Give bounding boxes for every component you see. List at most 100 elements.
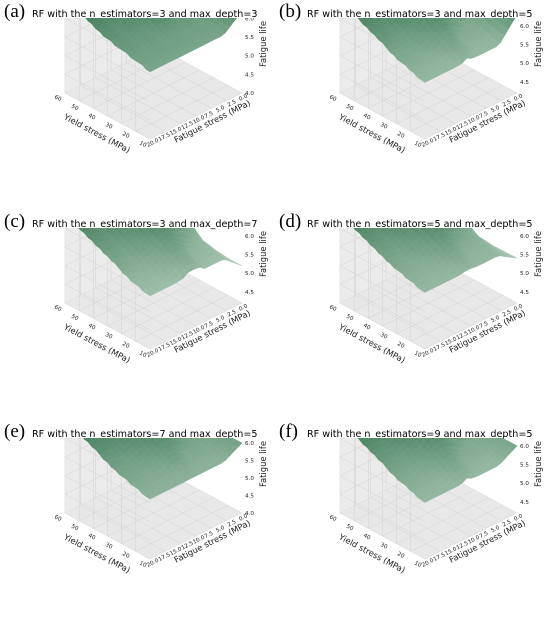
x-tick-label: 5.0	[490, 525, 501, 535]
surface	[357, 18, 516, 83]
x-tick-label: 17.5	[158, 132, 172, 143]
z-tick-label: 5.0	[520, 271, 529, 277]
z-tick-label: 4.5	[245, 290, 254, 296]
surface-plot: 20.017.515.012.510.07.55.02.50.060504030…	[53, 18, 268, 155]
surface-plot: 20.017.515.012.510.07.55.02.50.060504030…	[328, 18, 543, 155]
surface-plot: 20.017.515.012.510.07.55.02.50.060504030…	[53, 228, 268, 365]
z-tick-label: 5.5	[520, 42, 529, 48]
surface-cell	[78, 228, 83, 231]
z-tick-label: 5.5	[245, 35, 254, 41]
y-tick-label: 10	[138, 350, 147, 359]
gridline	[339, 228, 426, 294]
y-tick-label: 40	[362, 323, 371, 332]
x-tick-label: 15.0	[444, 126, 458, 137]
z-tick-label: 6.0	[520, 24, 529, 30]
x-tick-label: 0.0	[238, 303, 249, 313]
x-tick-label: 7.5	[204, 320, 215, 330]
surface-cell	[353, 228, 358, 231]
panel-label: (c)	[4, 211, 26, 232]
y-tick-label: 20	[121, 551, 130, 560]
x-tick-label: 10.0	[192, 325, 206, 336]
y-tick-label: 40	[362, 533, 371, 542]
x-tick-label: 12.5	[181, 330, 195, 341]
z-tick-label: 6.0	[245, 234, 254, 240]
x-tick-label: 20.0	[421, 558, 435, 569]
x-tick-label: 7.5	[479, 530, 490, 540]
gridline	[339, 438, 426, 504]
surface-cell	[420, 77, 430, 83]
z-tick-label: 4.0	[245, 91, 254, 97]
y-tick-label: 30	[379, 542, 388, 551]
surface-plot: 20.017.515.012.510.07.55.02.50.060504030…	[328, 438, 543, 575]
x-tick-label: 17.5	[433, 552, 447, 563]
z-axis-label: Fatigue life (log cycle)	[258, 438, 268, 487]
x-tick-label: 5.0	[215, 525, 226, 535]
panel-d: (d) RF with the n_estimators=5 and max_d…	[275, 210, 550, 420]
x-tick-label: 2.5	[227, 99, 238, 109]
y-tick-label: 20	[396, 341, 405, 350]
gridline	[78, 18, 172, 102]
z-tick-label: 5.0	[245, 476, 254, 482]
x-tick-label: 2.5	[502, 519, 513, 529]
x-tick-label: 5.0	[490, 315, 501, 325]
x-tick-label: 20.0	[146, 558, 160, 569]
panel-label: (e)	[4, 421, 26, 442]
y-tick-label: 40	[87, 323, 96, 332]
y-tick-label: 10	[413, 140, 422, 149]
y-tick-label: 60	[328, 514, 337, 523]
z-tick-label: 4.5	[245, 494, 254, 500]
gridline	[110, 18, 197, 117]
surface-cell	[420, 497, 430, 503]
gridline	[385, 18, 472, 117]
x-tick-label: 7.5	[479, 320, 490, 330]
gridline	[126, 438, 212, 529]
x-tick-label: 20.0	[421, 138, 435, 149]
x-tick-label: 0.0	[513, 93, 524, 103]
panel-label: (f)	[279, 421, 298, 442]
y-tick-label: 40	[87, 533, 96, 542]
z-tick-label: 4.0	[245, 511, 254, 517]
z-tick-label: 5.5	[520, 252, 529, 258]
x-tick-label: 10.0	[467, 535, 481, 546]
surface	[85, 18, 237, 73]
x-tick-label: 5.0	[490, 105, 501, 115]
z-axis-label: Fatigue life (log cycle)	[258, 228, 268, 277]
surface-cell	[145, 290, 155, 297]
y-tick-label: 50	[345, 104, 354, 113]
gridline	[385, 228, 472, 327]
x-tick-label: 12.5	[456, 540, 470, 551]
x-tick-label: 12.5	[456, 330, 470, 341]
y-tick-label: 50	[345, 524, 354, 533]
panel-b: (b) RF with the n_estimators=3 and max_d…	[275, 0, 550, 210]
x-tick-label: 20.0	[146, 348, 160, 359]
x-tick-label: 10.0	[467, 115, 481, 126]
y-tick-label: 60	[53, 94, 62, 103]
y-tick-label: 30	[104, 542, 113, 551]
z-tick-label: 5.5	[245, 459, 254, 465]
y-tick-label: 60	[53, 304, 62, 313]
gridline	[64, 228, 151, 294]
y-tick-label: 20	[121, 131, 130, 140]
x-tick-label: 15.0	[444, 336, 458, 347]
x-tick-label: 15.0	[444, 546, 458, 557]
x-tick-label: 20.0	[146, 138, 160, 149]
z-axis-label: Fatigue life (log cycle)	[258, 18, 268, 67]
y-tick-label: 30	[379, 332, 388, 341]
x-tick-label: 17.5	[433, 132, 447, 143]
y-tick-label: 20	[396, 551, 405, 560]
chart-title: RF with the n_estimators=5 and max_depth…	[307, 219, 533, 230]
y-tick-label: 30	[104, 332, 113, 341]
y-tick-label: 60	[328, 304, 337, 313]
x-tick-label: 15.0	[169, 126, 183, 137]
x-tick-label: 5.0	[215, 315, 226, 325]
surface-cell	[145, 66, 155, 73]
x-tick-label: 17.5	[158, 342, 172, 353]
z-axis-label: Fatigue life (log cycle)	[533, 18, 543, 67]
x-tick-label: 12.5	[181, 120, 195, 131]
surface-cell	[420, 287, 430, 293]
y-tick-label: 10	[413, 560, 422, 569]
gridline	[110, 228, 197, 327]
surface	[83, 438, 243, 500]
y-tick-label: 20	[121, 341, 130, 350]
z-tick-label: 6.0	[520, 444, 529, 450]
